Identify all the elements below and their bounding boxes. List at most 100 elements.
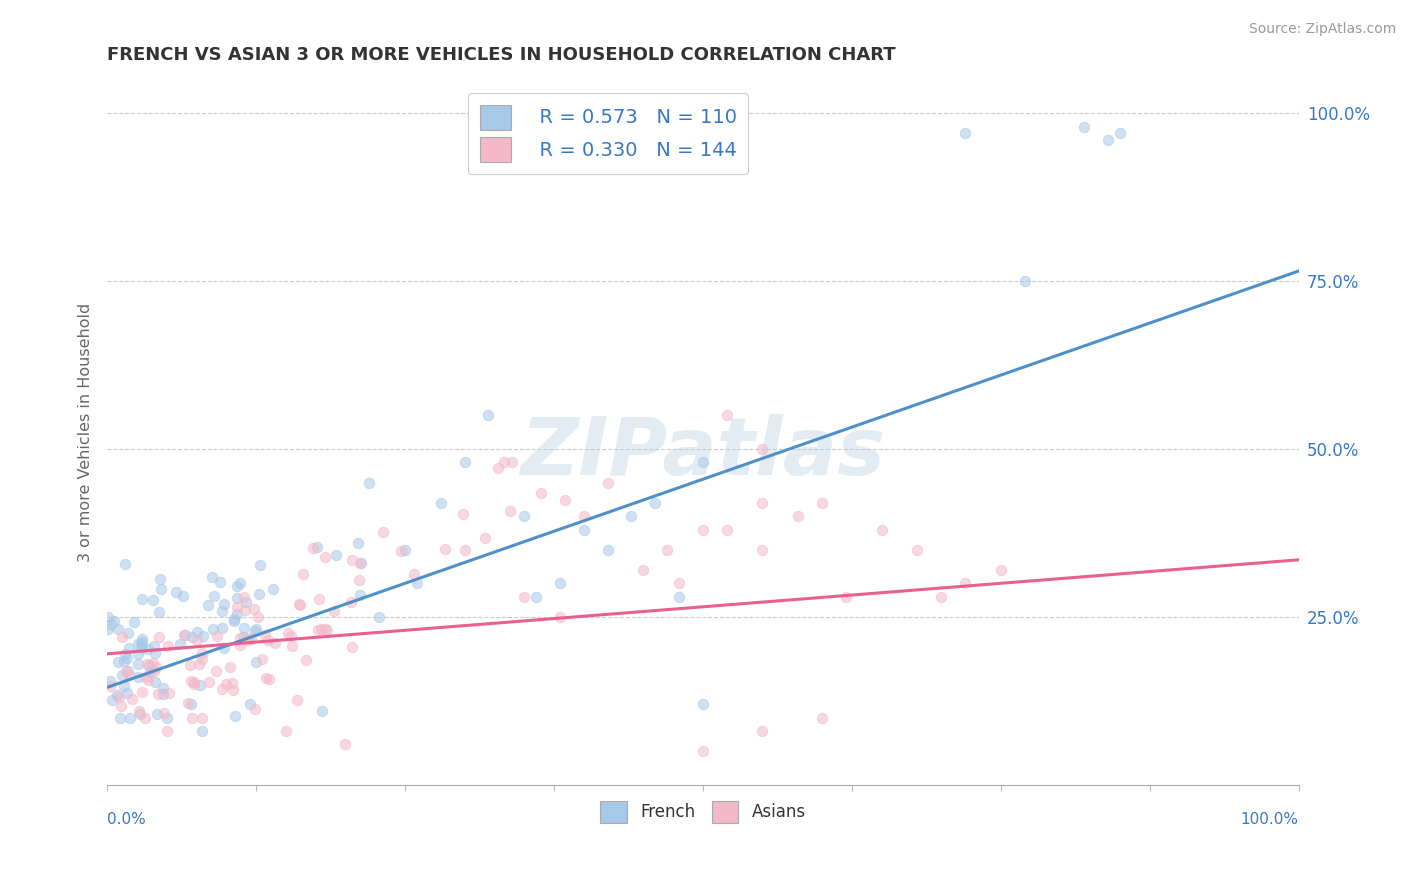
Point — [152, 681, 174, 696]
Point — [239, 697, 262, 711]
Point — [644, 496, 666, 510]
Point — [152, 687, 174, 701]
Point — [221, 682, 243, 697]
Point — [692, 744, 714, 758]
Point — [180, 697, 202, 711]
Point — [117, 626, 139, 640]
Point — [311, 704, 333, 718]
Point — [524, 590, 547, 604]
Point — [188, 678, 211, 692]
Point — [121, 692, 143, 706]
Point — [176, 696, 198, 710]
Point — [135, 670, 157, 684]
Point — [146, 687, 169, 701]
Point — [342, 552, 364, 566]
Point — [501, 455, 523, 469]
Point — [668, 590, 690, 604]
Point — [905, 542, 928, 557]
Point — [157, 686, 180, 700]
Point — [114, 647, 136, 661]
Point — [252, 652, 274, 666]
Point — [115, 664, 138, 678]
Point — [253, 628, 276, 642]
Point — [308, 592, 330, 607]
Point — [236, 632, 259, 647]
Point — [1014, 274, 1036, 288]
Point — [787, 509, 810, 524]
Point — [136, 641, 159, 656]
Point — [224, 709, 246, 723]
Point — [596, 475, 619, 490]
Point — [205, 665, 228, 679]
Point — [131, 632, 153, 647]
Point — [238, 632, 260, 646]
Point — [281, 639, 304, 653]
Point — [229, 638, 252, 652]
Point — [233, 621, 256, 635]
Point — [172, 589, 194, 603]
Point — [1073, 120, 1095, 134]
Point — [202, 623, 225, 637]
Point — [179, 658, 201, 673]
Point — [139, 665, 162, 680]
Point — [340, 640, 363, 654]
Point — [751, 442, 773, 456]
Point — [302, 541, 325, 555]
Point — [340, 595, 363, 609]
Point — [212, 641, 235, 656]
Point — [191, 724, 214, 739]
Point — [186, 625, 208, 640]
Point — [117, 686, 139, 700]
Point — [235, 594, 257, 608]
Point — [169, 637, 191, 651]
Text: Source: ZipAtlas.com: Source: ZipAtlas.com — [1249, 22, 1396, 37]
Point — [633, 563, 655, 577]
Point — [229, 631, 252, 645]
Point — [117, 651, 139, 665]
Point — [291, 566, 314, 581]
Point — [127, 637, 149, 651]
Point — [214, 677, 236, 691]
Point — [305, 540, 328, 554]
Point — [751, 542, 773, 557]
Point — [211, 621, 233, 635]
Point — [197, 598, 219, 612]
Point — [153, 706, 176, 721]
Point — [134, 710, 156, 724]
Point — [201, 569, 224, 583]
Point — [277, 626, 299, 640]
Point — [118, 710, 141, 724]
Point — [245, 655, 267, 669]
Point — [187, 657, 209, 672]
Point — [224, 614, 246, 628]
Point — [835, 590, 858, 604]
Point — [142, 656, 165, 670]
Point — [131, 591, 153, 606]
Text: FRENCH VS ASIAN 3 OR MORE VEHICLES IN HOUSEHOLD CORRELATION CHART: FRENCH VS ASIAN 3 OR MORE VEHICLES IN HO… — [107, 46, 896, 64]
Point — [131, 635, 153, 649]
Point — [142, 664, 165, 678]
Point — [143, 674, 166, 689]
Point — [254, 671, 277, 685]
Point — [245, 623, 267, 637]
Point — [112, 654, 135, 668]
Point — [156, 710, 179, 724]
Point — [453, 455, 475, 469]
Point — [180, 673, 202, 688]
Point — [494, 455, 516, 469]
Y-axis label: 3 or more Vehicles in Household: 3 or more Vehicles in Household — [79, 302, 93, 562]
Point — [190, 646, 212, 660]
Point — [486, 461, 509, 475]
Point — [325, 548, 347, 562]
Point — [295, 653, 318, 667]
Point — [117, 664, 139, 678]
Point — [111, 668, 134, 682]
Point — [165, 585, 187, 599]
Point — [202, 589, 225, 603]
Point — [692, 697, 714, 711]
Point — [100, 617, 122, 632]
Point — [226, 591, 249, 606]
Point — [231, 630, 253, 644]
Point — [108, 690, 131, 705]
Point — [307, 623, 329, 637]
